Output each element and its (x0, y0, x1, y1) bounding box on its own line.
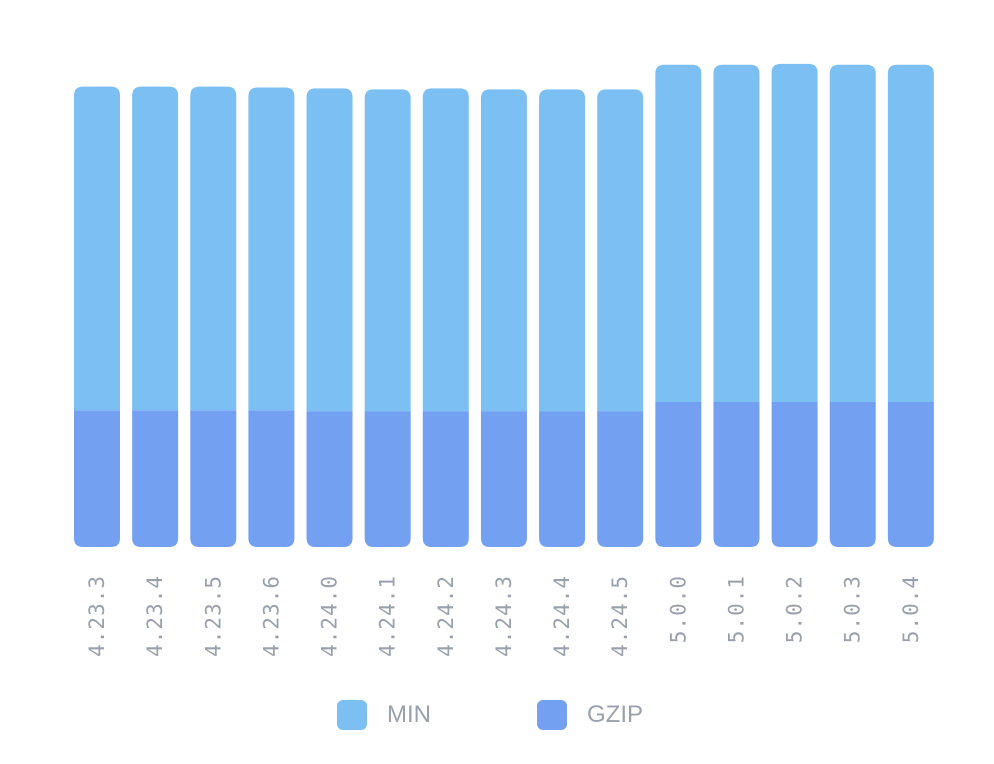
x-tick-label-5.0.3: 5.0.3 (841, 575, 865, 643)
bar-group-5.0.4[interactable] (887, 64, 934, 547)
bar-min-4.24.3[interactable] (480, 89, 527, 412)
bar-gzip-4.24.1[interactable] (364, 411, 411, 547)
x-tick-label-4.23.6: 4.23.6 (259, 575, 283, 657)
bars-layer (74, 63, 934, 547)
x-tick-label-5.0.4: 5.0.4 (899, 575, 923, 643)
bar-gzip-4.24.3[interactable] (480, 411, 527, 547)
bar-min-4.23.4[interactable] (132, 86, 179, 411)
x-tick-label-4.24.1: 4.24.1 (376, 575, 400, 657)
bar-min-5.0.3[interactable] (829, 64, 876, 403)
legend: MIN GZIP (0, 698, 994, 732)
bar-min-5.0.2[interactable] (771, 63, 818, 403)
bar-min-4.24.5[interactable] (597, 89, 644, 412)
bar-gzip-4.24.5[interactable] (597, 411, 644, 547)
x-tick-label-4.23.3: 4.23.3 (85, 575, 109, 657)
bar-gzip-4.23.4[interactable] (132, 410, 179, 547)
bar-min-4.24.2[interactable] (422, 88, 469, 412)
x-tick-label-4.24.2: 4.24.2 (434, 575, 458, 657)
bar-group-4.23.5[interactable] (190, 86, 237, 547)
bar-group-4.24.0[interactable] (306, 88, 353, 547)
x-tick-label-5.0.1: 5.0.1 (724, 575, 748, 643)
bar-group-4.24.2[interactable] (422, 88, 469, 547)
x-tick-label-4.24.5: 4.24.5 (608, 575, 632, 657)
bar-gzip-5.0.3[interactable] (829, 402, 876, 547)
bar-gzip-5.0.4[interactable] (887, 402, 934, 547)
bar-min-4.23.3[interactable] (74, 86, 120, 411)
x-tick-label-5.0.0: 5.0.0 (666, 575, 690, 643)
bar-group-4.23.3[interactable] (74, 86, 120, 547)
bar-group-5.0.1[interactable] (713, 64, 760, 547)
bar-group-4.24.3[interactable] (480, 89, 527, 547)
bar-group-4.24.4[interactable] (539, 89, 586, 547)
legend-label-min: MIN (387, 701, 431, 728)
bar-min-5.0.4[interactable] (887, 64, 934, 403)
bar-group-4.23.4[interactable] (132, 86, 179, 547)
legend-swatch-gzip (537, 700, 567, 730)
legend-swatch-min (337, 700, 367, 730)
x-tick-label-4.24.0: 4.24.0 (318, 575, 342, 657)
bar-gzip-5.0.2[interactable] (771, 402, 818, 547)
bar-gzip-4.24.0[interactable] (306, 411, 353, 547)
x-tick-label-5.0.2: 5.0.2 (783, 575, 807, 643)
legend-label-gzip: GZIP (587, 701, 644, 728)
bar-gzip-4.23.3[interactable] (74, 410, 120, 547)
bar-min-4.23.6[interactable] (248, 87, 295, 411)
bar-gzip-5.0.0[interactable] (655, 402, 702, 547)
legend-item-min[interactable]: MIN (337, 700, 457, 730)
x-tick-label-4.23.4: 4.23.4 (143, 575, 167, 657)
x-tick-label-4.24.4: 4.24.4 (550, 575, 574, 657)
bar-gzip-4.24.2[interactable] (422, 411, 469, 547)
bar-gzip-4.23.6[interactable] (248, 410, 295, 547)
bar-gzip-4.23.5[interactable] (190, 410, 237, 547)
bar-group-5.0.3[interactable] (829, 64, 876, 547)
legend-item-gzip[interactable]: GZIP (537, 700, 657, 730)
bar-min-4.24.4[interactable] (539, 89, 586, 412)
x-axis-tick-labels: 4.23.3 4.23.4 4.23.5 4.23.6 4.24.0 4.24.1 4.24… (85, 575, 923, 657)
bar-group-5.0.2[interactable] (771, 63, 818, 547)
bar-gzip-5.0.1[interactable] (713, 402, 760, 547)
bar-min-5.0.1[interactable] (713, 64, 760, 403)
x-tick-label-4.24.3: 4.24.3 (492, 575, 516, 657)
x-tick-label-4.23.5: 4.23.5 (201, 575, 225, 657)
bar-gzip-4.24.4[interactable] (539, 411, 586, 547)
bar-group-4.23.6[interactable] (248, 87, 295, 547)
bar-min-5.0.0[interactable] (655, 64, 702, 403)
bar-min-4.23.5[interactable] (190, 86, 237, 411)
bar-group-4.24.5[interactable] (597, 89, 644, 547)
bar-group-5.0.0[interactable] (655, 64, 702, 547)
bar-min-4.24.0[interactable] (306, 88, 353, 412)
bar-group-4.24.1[interactable] (364, 89, 411, 547)
bar-min-4.24.1[interactable] (364, 89, 411, 412)
